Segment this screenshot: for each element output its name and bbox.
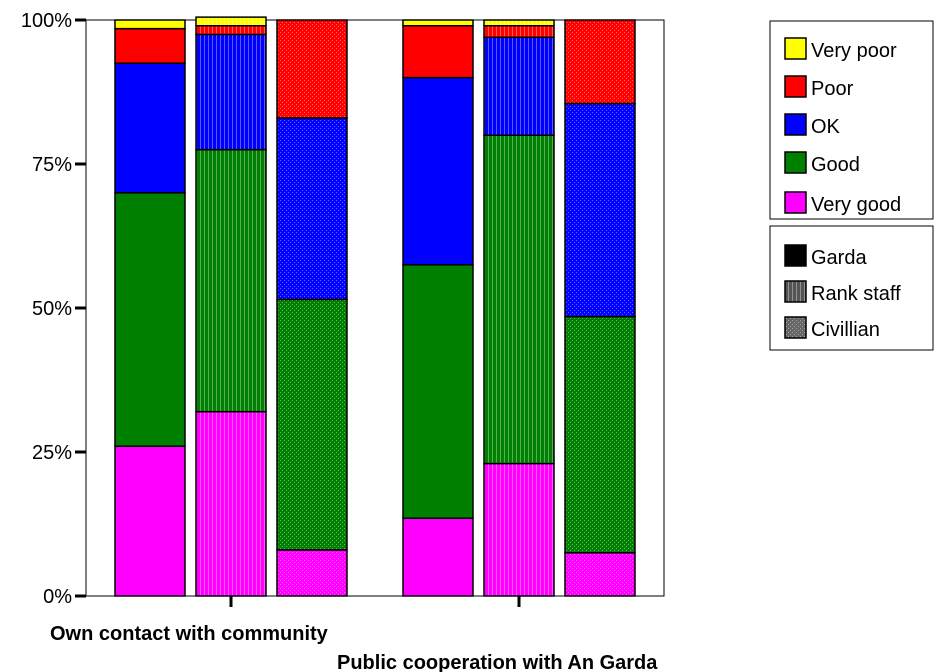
- bar-segment-outline: [483, 19, 555, 27]
- bar-segment-outline: [564, 102, 636, 318]
- legend-swatch-pattern: [784, 280, 807, 303]
- legend-label: OK: [811, 116, 841, 138]
- bar-segment-outline: [402, 517, 474, 597]
- bar-segment-outline: [483, 134, 555, 465]
- legend-swatch: [784, 37, 807, 60]
- y-tick-label: 75%: [32, 154, 72, 176]
- y-tick-label: 0%: [43, 586, 72, 608]
- bar-segment-outline: [276, 117, 348, 301]
- legend-label: Very good: [811, 194, 901, 216]
- bar-segment-outline: [195, 33, 267, 151]
- bar-segment-outline: [114, 62, 186, 194]
- legend-swatch: [784, 191, 807, 214]
- category-label: Own contact with community: [50, 623, 329, 645]
- bar-segment-outline: [402, 19, 474, 27]
- y-tick-label: 25%: [32, 442, 72, 464]
- legend-label: Garda: [811, 247, 867, 269]
- legend-swatch: [784, 113, 807, 136]
- legend-label: Poor: [811, 78, 854, 100]
- bar-segment-outline: [483, 25, 555, 39]
- bar-segment-outline: [276, 549, 348, 597]
- bar-segment-outline: [402, 264, 474, 519]
- legend-label: Civillian: [811, 319, 880, 341]
- bar-segment-outline: [114, 27, 186, 64]
- bar-segment-outline: [195, 410, 267, 597]
- bar-segment-outline: [195, 25, 267, 36]
- legend-label: Rank staff: [811, 283, 901, 305]
- bar-segment-outline: [195, 148, 267, 413]
- y-tick-label: 50%: [32, 298, 72, 320]
- legend-label: Very poor: [811, 40, 897, 62]
- bar-segment-outline: [276, 19, 348, 119]
- bar-segment-outline: [564, 552, 636, 597]
- bar-segment-outline: [114, 192, 186, 447]
- legend-swatch: [784, 75, 807, 98]
- legend-label: Good: [811, 154, 860, 176]
- bar-segment-outline: [195, 16, 267, 27]
- y-tick-label: 100%: [21, 10, 72, 32]
- bar-segment-outline: [483, 462, 555, 597]
- bar-segment-outline: [276, 298, 348, 551]
- bar-segment-outline: [483, 36, 555, 136]
- bar-segment-outline: [564, 315, 636, 554]
- legend-swatch: [784, 151, 807, 174]
- bar-segment-outline: [564, 19, 636, 105]
- bar-segment-outline: [402, 76, 474, 266]
- legend-swatch-pattern: [784, 244, 807, 267]
- bar-segment-outline: [114, 19, 186, 30]
- category-label: Public cooperation with An Garda: [337, 652, 658, 672]
- bar-segment-outline: [114, 445, 186, 597]
- legend-swatch-pattern: [784, 316, 807, 339]
- bar-segment-outline: [402, 25, 474, 79]
